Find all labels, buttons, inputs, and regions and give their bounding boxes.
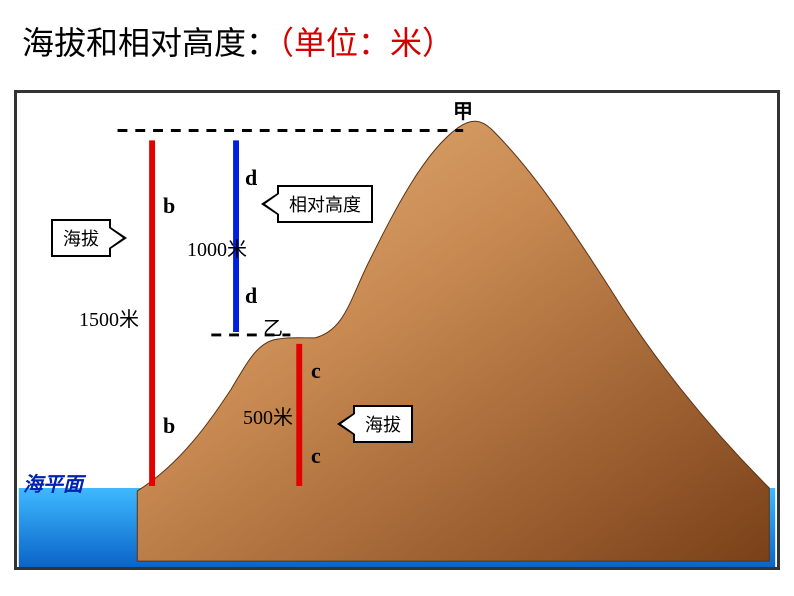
title-black: 海拔和相对高度： bbox=[22, 25, 278, 61]
label-c-lower: c bbox=[311, 443, 321, 469]
mid-label: 乙 bbox=[263, 312, 283, 341]
label-1000: 1000米 bbox=[187, 233, 247, 262]
callout-haiba-right: 海拔 bbox=[353, 405, 413, 443]
label-d-lower: d bbox=[245, 283, 257, 309]
sea-label: 海平面 bbox=[23, 468, 83, 497]
title-red: （单位：米） bbox=[278, 25, 454, 61]
callout-haiba-left: 海拔 bbox=[51, 219, 111, 257]
label-c-upper: c bbox=[311, 358, 321, 384]
mountain bbox=[137, 121, 769, 561]
diagram-frame: 海平面 甲 乙 b b d d c c 1500米 1000米 500米 海拔 … bbox=[14, 90, 780, 570]
callout-xiangdui: 相对高度 bbox=[277, 185, 373, 223]
page-title: 海拔和相对高度：（单位：米） bbox=[22, 18, 454, 64]
label-500: 500米 bbox=[243, 401, 293, 430]
label-1500: 1500米 bbox=[79, 303, 139, 332]
label-b-upper: b bbox=[163, 193, 175, 219]
label-b-lower: b bbox=[163, 413, 175, 439]
peak-label: 甲 bbox=[453, 95, 473, 124]
label-d-upper: d bbox=[245, 165, 257, 191]
